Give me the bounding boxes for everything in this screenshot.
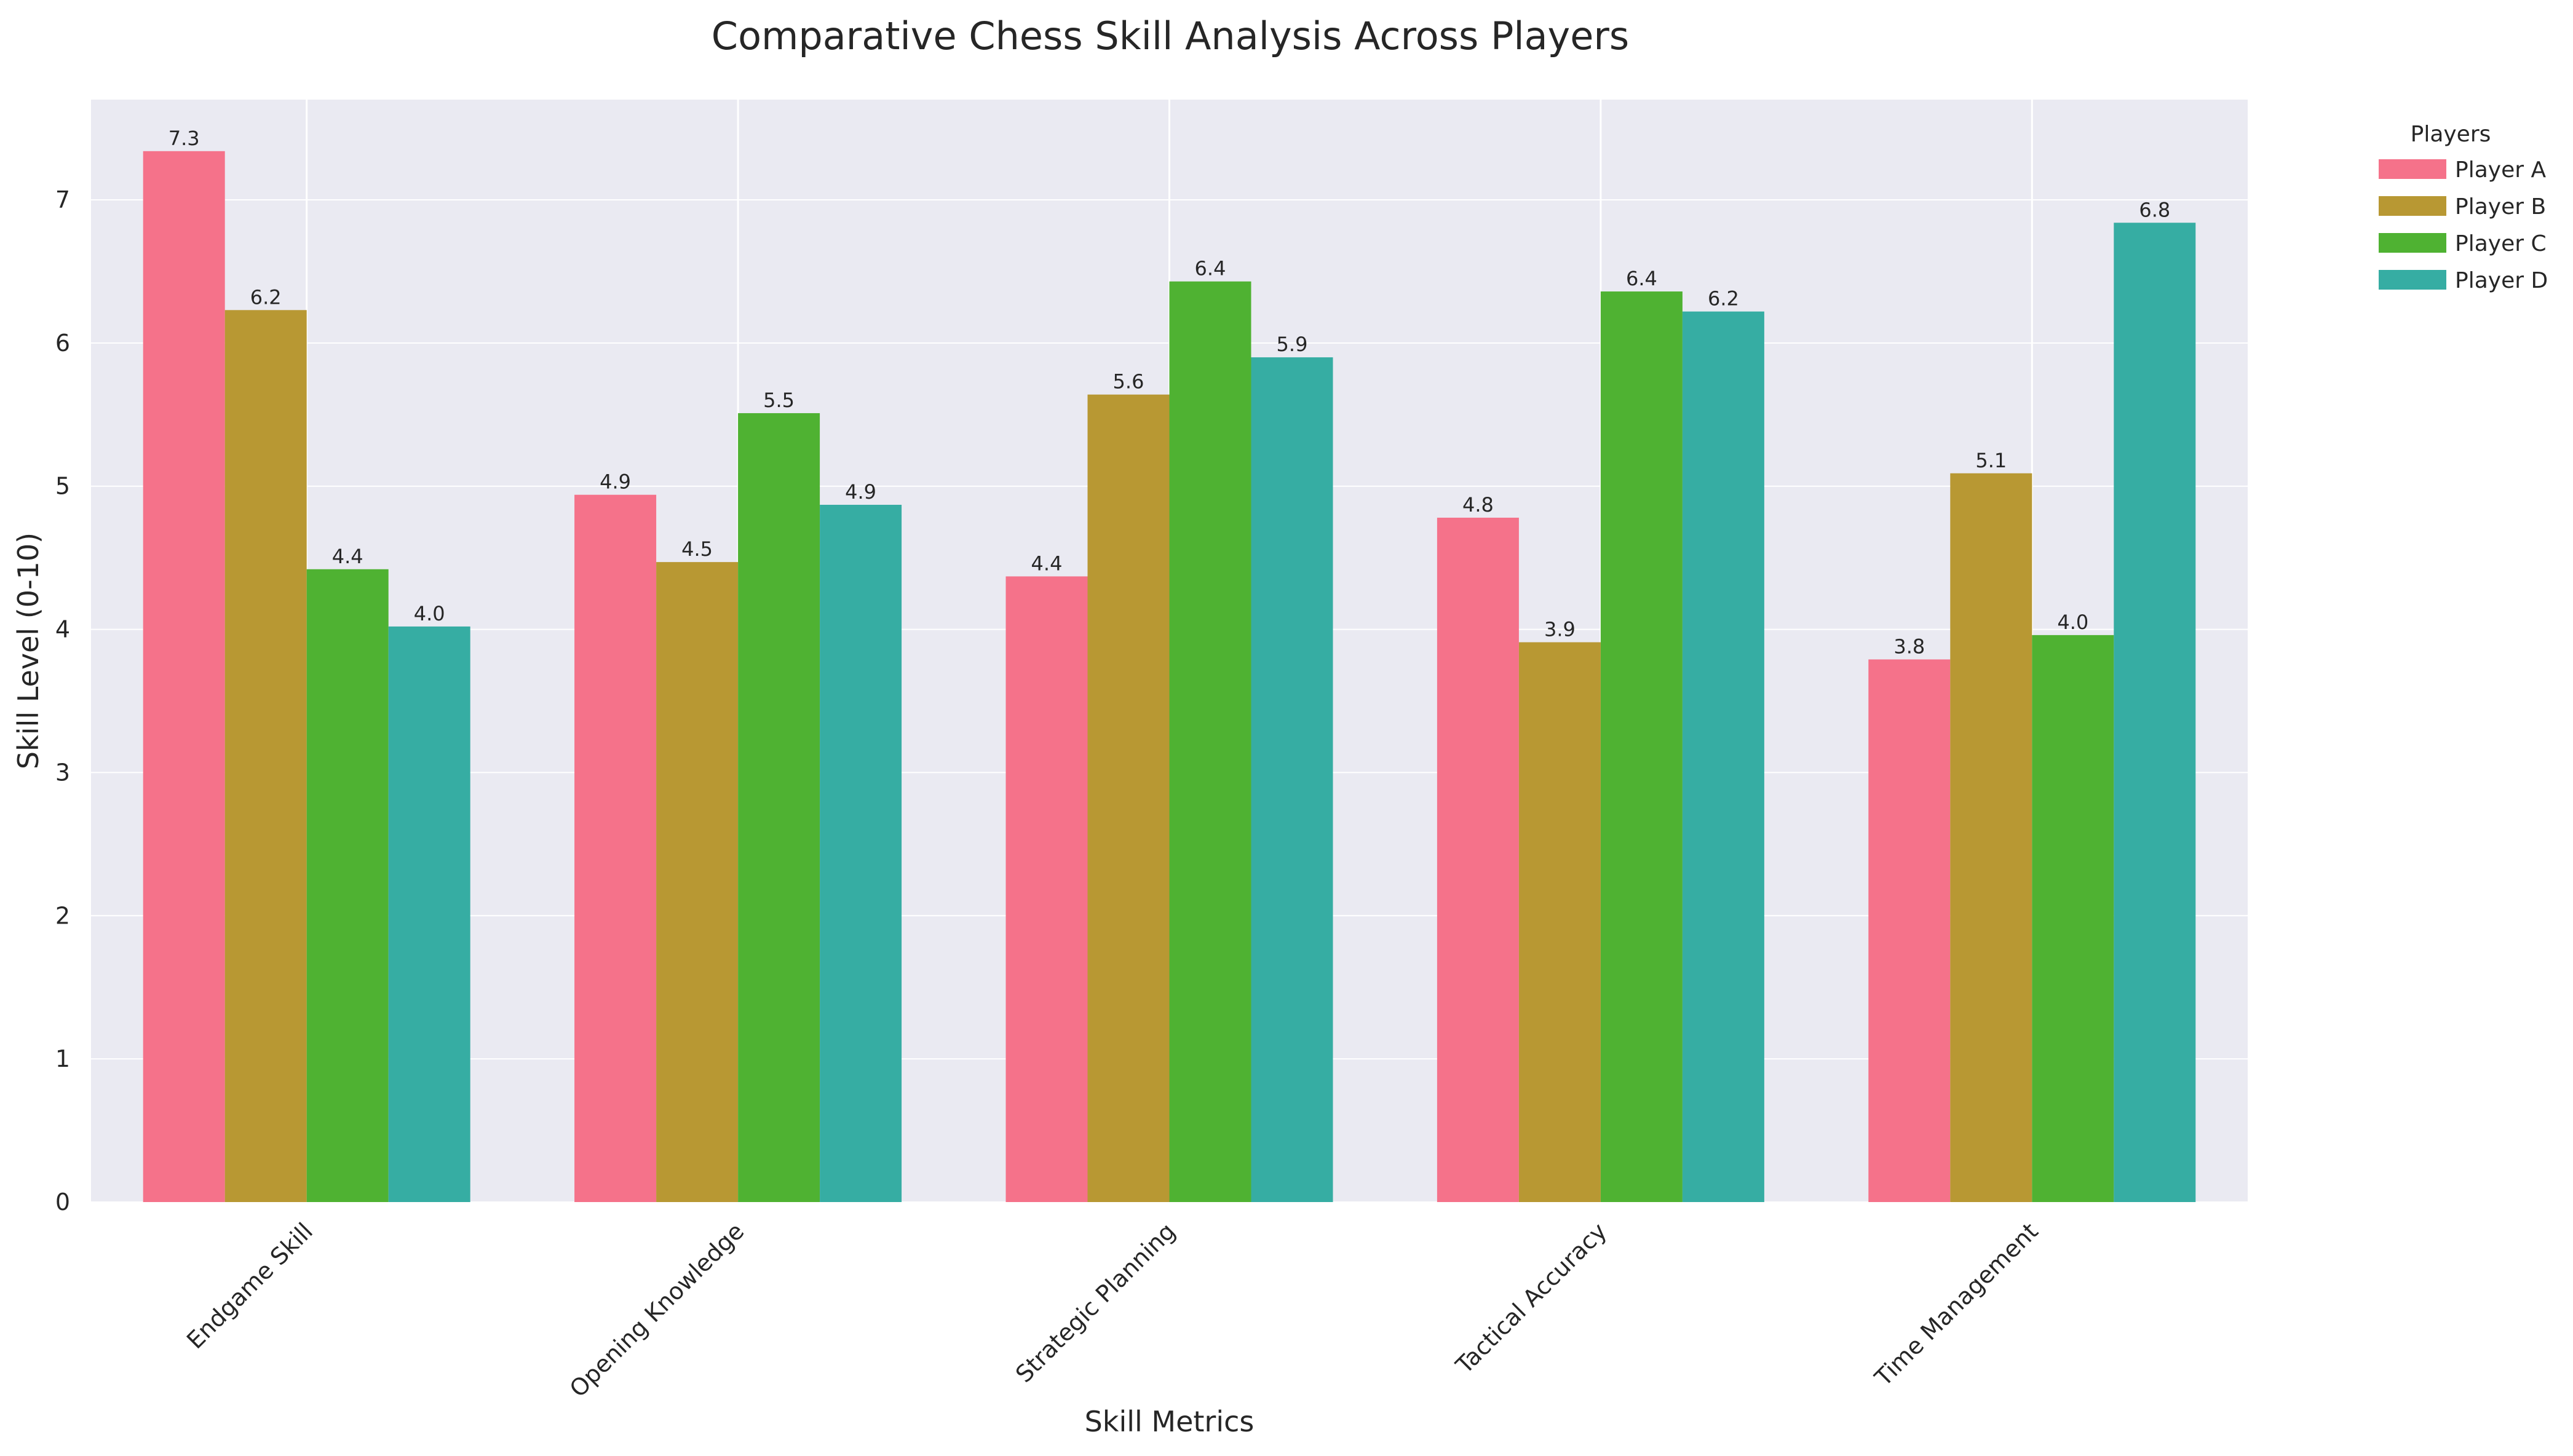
bar xyxy=(1682,311,1764,1203)
y-tick-label: 4 xyxy=(55,616,70,643)
x-axis-label: Skill Metrics xyxy=(1085,1405,1255,1438)
bar xyxy=(224,310,307,1202)
y-tick-label: 3 xyxy=(55,759,70,786)
legend: Players Player A Player B Player C Player D xyxy=(2379,122,2548,293)
bar xyxy=(1600,291,1683,1202)
bar-value-label: 4.8 xyxy=(1462,493,1494,516)
legend-entry-label: Player A xyxy=(2455,157,2546,183)
y-tick-label: 7 xyxy=(55,186,70,213)
bar-value-label: 5.5 xyxy=(763,389,795,412)
bar xyxy=(143,151,225,1202)
bar-value-label: 7.3 xyxy=(168,127,200,150)
bar-value-label: 6.8 xyxy=(2139,198,2170,221)
bar xyxy=(1169,281,1251,1203)
legend-entry-label: Player C xyxy=(2455,231,2547,256)
bars xyxy=(143,151,2196,1203)
bar-value-label: 6.4 xyxy=(1626,267,1657,290)
legend-entry-label: Player D xyxy=(2455,268,2548,293)
y-tick-label: 5 xyxy=(55,473,70,500)
bar xyxy=(1868,659,1951,1202)
bar-value-label: 5.9 xyxy=(1277,333,1308,356)
bar xyxy=(388,626,470,1202)
y-axis-ticks: 0 1 2 3 4 5 6 7 xyxy=(55,186,70,1216)
legend-swatch xyxy=(2379,196,2446,216)
bar-value-label: 5.6 xyxy=(1113,370,1144,394)
bar-value-label: 4.5 xyxy=(681,537,713,561)
x-tick-label: Time Management xyxy=(1869,1217,2044,1391)
bar xyxy=(738,413,820,1202)
x-tick-label: Strategic Planning xyxy=(1010,1217,1181,1388)
bar xyxy=(1518,642,1601,1202)
bar-value-label: 4.0 xyxy=(2057,611,2088,634)
bar xyxy=(1950,473,2032,1203)
bar-value-label: 6.2 xyxy=(1708,287,1739,311)
chart-title: Comparative Chess Skill Analysis Across … xyxy=(712,14,1629,58)
bar-value-label: 3.8 xyxy=(1893,635,1925,658)
legend-title: Players xyxy=(2411,122,2491,147)
bar xyxy=(1437,517,1519,1202)
data-labels: 7.3 4.9 4.4 4.8 3.8 6.2 4.5 5.6 3.9 5.1 4.4 5.5 6.4 6… xyxy=(168,127,2170,659)
bar-value-label: 6.4 xyxy=(1195,257,1226,280)
bar xyxy=(2114,223,2196,1203)
bar xyxy=(820,504,902,1202)
bar xyxy=(1251,357,1333,1203)
y-tick-label: 2 xyxy=(55,902,70,929)
legend-swatch xyxy=(2379,270,2446,290)
y-tick-label: 1 xyxy=(55,1045,70,1072)
bar-value-label: 4.4 xyxy=(332,545,363,568)
bar xyxy=(656,562,739,1202)
legend-swatch xyxy=(2379,233,2446,253)
x-tick-label: Tactical Accuracy xyxy=(1450,1217,1612,1379)
bar-value-label: 4.0 xyxy=(414,602,445,625)
bar xyxy=(306,569,389,1202)
bar xyxy=(1087,394,1170,1202)
x-tick-label: Endgame Skill xyxy=(181,1217,318,1354)
legend-entry-label: Player B xyxy=(2455,194,2546,220)
bar-value-label: 6.2 xyxy=(250,285,282,309)
bar-value-label: 4.9 xyxy=(845,480,876,504)
bar-value-label: 5.1 xyxy=(1975,449,2007,472)
y-axis-label: Skill Level (0-10) xyxy=(12,532,45,769)
bar xyxy=(2032,635,2114,1202)
x-tick-label: Opening Knowledge xyxy=(565,1217,750,1403)
bar-value-label: 4.4 xyxy=(1031,552,1063,575)
bar xyxy=(574,494,657,1202)
bar xyxy=(1005,576,1088,1202)
bar-value-label: 3.9 xyxy=(1544,618,1576,641)
legend-swatch xyxy=(2379,159,2446,179)
x-axis-ticks: Endgame Skill Opening Knowledge Strategic … xyxy=(181,1217,2044,1403)
bar-value-label: 4.9 xyxy=(600,470,631,494)
y-tick-label: 6 xyxy=(55,330,70,357)
y-tick-label: 0 xyxy=(55,1189,70,1216)
